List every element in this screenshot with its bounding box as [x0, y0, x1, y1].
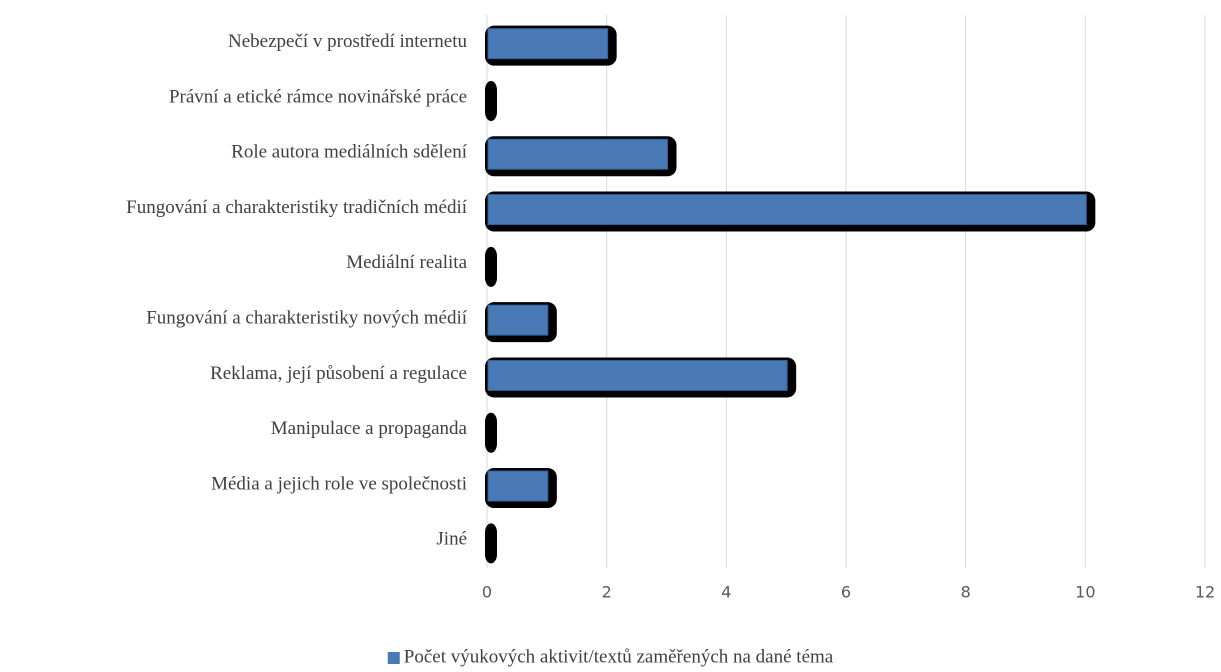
y-tick-label: Role autora mediálních sdělení — [231, 142, 468, 163]
bar — [487, 470, 549, 502]
legend-label: Počet výukových aktivit/textů zaměřených… — [404, 646, 834, 667]
x-tick-label: 12 — [1195, 583, 1215, 602]
y-tick-label: Právní a etické rámce novinářské práce — [169, 86, 467, 107]
bar-outline — [485, 80, 497, 121]
x-tick-label: 6 — [841, 583, 851, 602]
bar-outline — [485, 246, 497, 287]
bar-outline — [485, 523, 497, 564]
x-tick-label: 8 — [961, 583, 971, 602]
bar — [487, 28, 609, 60]
y-tick-label: Manipulace a propaganda — [271, 418, 468, 439]
x-tick-label: 10 — [1075, 583, 1095, 602]
bar — [487, 304, 549, 336]
x-tick-label: 0 — [482, 583, 492, 602]
x-tick-label: 2 — [602, 583, 612, 602]
y-tick-label: Fungování a charakteristiky nových médií — [146, 308, 468, 329]
bar — [487, 194, 1087, 226]
bar-outline — [485, 412, 497, 453]
y-tick-label: Mediální realita — [346, 252, 467, 273]
y-tick-label: Reklama, její působení a regulace — [210, 363, 467, 384]
y-tick-label: Jiné — [436, 529, 467, 550]
legend-swatch — [387, 652, 400, 664]
bar — [487, 359, 788, 391]
y-tick-label: Média a jejich role ve společnosti — [211, 473, 467, 494]
bar — [487, 138, 668, 170]
x-tick-label: 4 — [721, 583, 731, 602]
y-tick-label: Fungování a charakteristiky tradičních m… — [126, 197, 468, 218]
y-tick-label: Nebezpečí v prostředí internetu — [228, 31, 467, 52]
